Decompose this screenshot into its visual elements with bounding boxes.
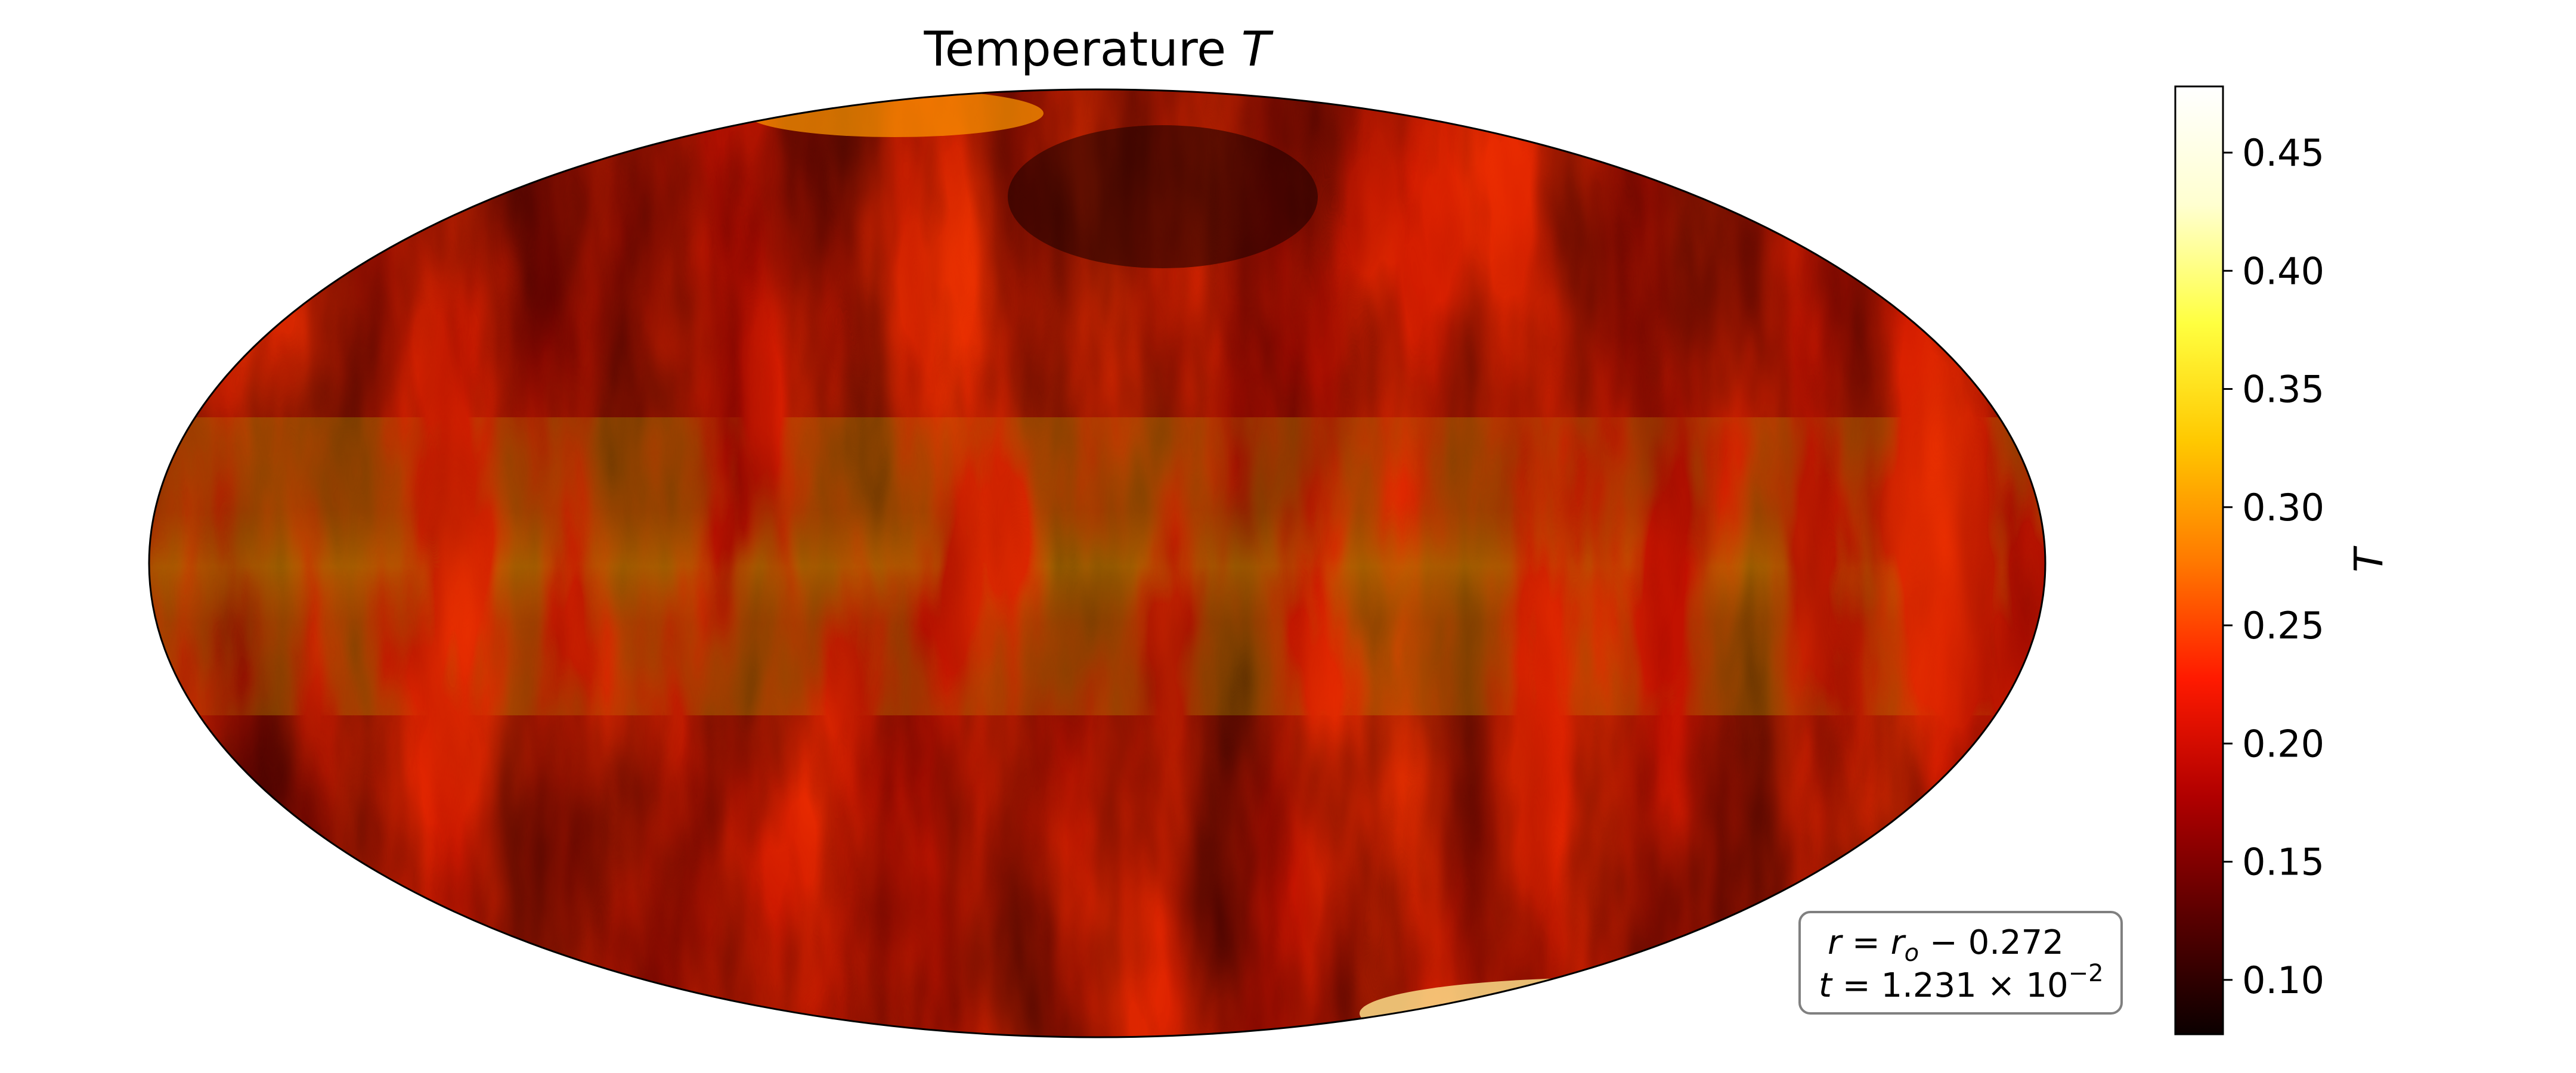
colorbar-tick-label: 0.20 (2242, 722, 2324, 765)
colorbar-fill (2174, 85, 2224, 1035)
colorbar-label: T (2346, 545, 2392, 572)
temperature-field (149, 89, 2045, 1037)
colorbar-tick-label: 0.35 (2242, 368, 2324, 411)
colorbar-tick-label: 0.40 (2242, 249, 2324, 293)
colorbar-tick-label: 0.15 (2242, 841, 2324, 884)
globe-outline (148, 88, 2046, 1038)
colorbar-tick-label: 0.45 (2242, 131, 2324, 175)
colorbar-tick-label: 0.25 (2242, 604, 2324, 647)
annotation-time: t = 1.231 × 10−2 (1819, 960, 2104, 1005)
colorbar-tick-label: 0.30 (2242, 486, 2324, 529)
annotation-radius: r = ro − 0.272 (1828, 923, 2064, 967)
colorbar-tick-label: 0.10 (2242, 959, 2324, 1002)
chart-title: Temperature T (923, 21, 1274, 77)
annotation-box: r = ro − 0.272 t = 1.231 × 10−2 (1798, 911, 2123, 1015)
colorbar: 0.10 0.15 0.20 0.25 0.30 0.35 0.40 0.45 T (2174, 85, 2392, 1035)
colorbar-ticks: 0.10 0.15 0.20 0.25 0.30 0.35 0.40 0.45 (2223, 131, 2324, 1002)
